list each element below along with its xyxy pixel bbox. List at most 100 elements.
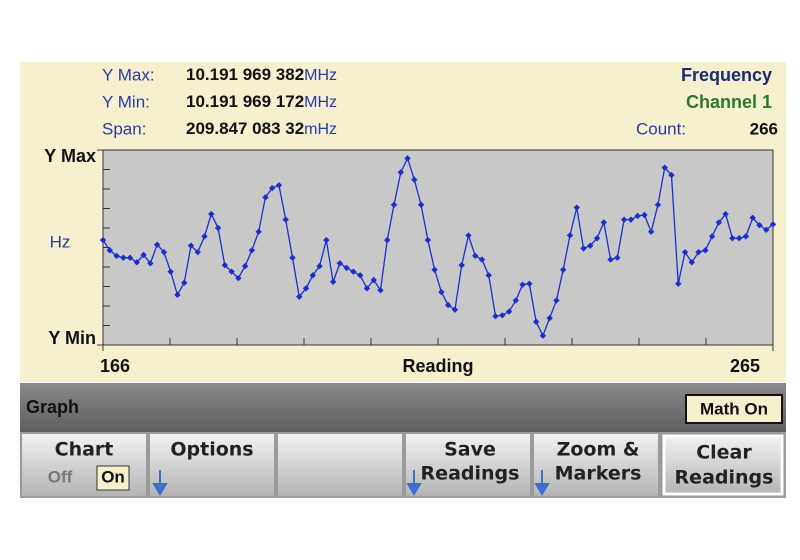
point	[282, 216, 289, 223]
point	[160, 248, 168, 256]
y-tick-label: Y Min	[48, 328, 96, 348]
point	[356, 272, 364, 279]
point	[620, 216, 628, 223]
point	[255, 228, 262, 235]
point	[174, 291, 181, 299]
softkey-label: Zoom &	[557, 439, 640, 461]
softkey-row	[20, 432, 786, 498]
point	[241, 262, 249, 270]
point	[126, 254, 134, 261]
stat-label: Y Max:	[102, 65, 155, 84]
point	[153, 241, 161, 248]
softkey[interactable]	[662, 434, 784, 496]
point	[742, 233, 750, 240]
point	[140, 251, 147, 259]
point	[485, 272, 492, 279]
point	[539, 332, 547, 339]
point	[458, 261, 465, 269]
point	[587, 242, 594, 249]
point	[607, 256, 614, 263]
toggle-on[interactable]: On	[101, 467, 125, 486]
menu-title: Graph	[26, 397, 79, 417]
toggle-on-box	[96, 465, 130, 491]
point	[560, 266, 567, 273]
point	[248, 247, 256, 254]
measurement: Frequency	[681, 65, 772, 85]
menu-bar	[20, 383, 786, 432]
submenu-arrows	[152, 470, 550, 496]
softkey-label: Readings	[675, 467, 774, 489]
point	[221, 261, 229, 269]
point	[431, 266, 438, 273]
math-badge	[685, 394, 783, 424]
plot-area	[102, 149, 774, 346]
point	[532, 318, 540, 325]
point	[370, 276, 377, 284]
point	[181, 279, 188, 286]
point	[519, 281, 526, 288]
point	[647, 228, 655, 235]
point	[749, 214, 756, 221]
point	[113, 252, 120, 260]
point	[336, 260, 344, 267]
point	[262, 194, 269, 201]
point	[208, 210, 215, 218]
point	[363, 285, 371, 292]
point	[553, 297, 560, 304]
point	[769, 221, 777, 228]
stat-value: 209.847 083 32mHz	[186, 119, 337, 138]
point	[444, 301, 452, 309]
point	[214, 224, 222, 232]
point	[546, 314, 553, 322]
point	[228, 268, 235, 275]
point	[133, 259, 141, 266]
point	[756, 222, 763, 229]
point	[390, 201, 398, 208]
point	[661, 164, 668, 171]
softkey[interactable]	[534, 434, 658, 496]
point	[593, 235, 601, 242]
point	[296, 293, 303, 300]
y-axis-label: Hz	[50, 232, 71, 251]
point	[343, 264, 350, 272]
point	[641, 211, 648, 219]
stat-value: 10.191 969 382MHz	[186, 65, 337, 84]
point	[451, 306, 459, 313]
softkey-label: Options	[170, 439, 253, 461]
point	[120, 254, 127, 261]
y-tick-label: Y Max	[44, 146, 96, 166]
point	[411, 176, 418, 183]
point	[384, 236, 391, 244]
softkey-label: Chart	[55, 439, 114, 461]
point	[194, 248, 201, 256]
point	[526, 280, 533, 287]
point	[654, 201, 662, 208]
point	[634, 212, 641, 220]
point	[688, 259, 695, 266]
softkey-label: Clear	[696, 442, 752, 464]
point	[472, 252, 479, 260]
stat-value: 10.191 969 172MHz	[186, 92, 337, 111]
point	[573, 204, 580, 211]
softkey[interactable]	[278, 434, 402, 496]
point	[424, 236, 432, 244]
point	[499, 312, 506, 319]
stat-label: Span:	[102, 119, 146, 138]
softkey-label: Save	[444, 439, 496, 461]
point	[438, 288, 445, 296]
point	[309, 272, 316, 279]
point	[417, 201, 425, 208]
point	[729, 235, 736, 242]
point	[302, 285, 310, 292]
point	[763, 226, 770, 234]
point	[167, 268, 174, 275]
point	[512, 297, 520, 304]
toggle-off[interactable]: Off	[48, 467, 73, 486]
point	[614, 254, 621, 261]
point	[681, 248, 689, 256]
softkey[interactable]	[150, 434, 274, 496]
x-axis-label: Reading	[402, 356, 473, 376]
softkey[interactable]	[406, 434, 530, 496]
point	[187, 242, 195, 249]
point	[505, 308, 513, 315]
